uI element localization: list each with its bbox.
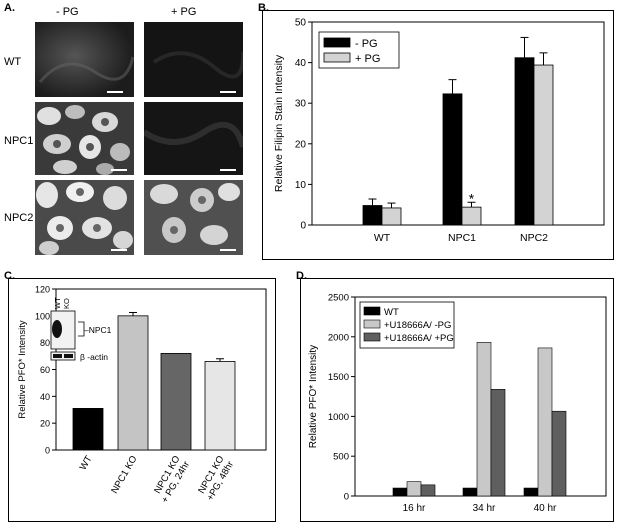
y-tick-label: 60 xyxy=(40,365,50,375)
inset-lane-label: KO xyxy=(62,298,71,309)
scale-bar xyxy=(220,91,236,93)
blot-band-npc1 xyxy=(52,320,62,338)
bar xyxy=(420,484,436,497)
micrograph-npc2-plus-pg xyxy=(144,180,243,255)
significance-marker: * xyxy=(469,190,475,206)
legend-label: + PG xyxy=(355,53,380,65)
micrograph-npc2-minus-pg xyxy=(35,180,134,255)
y-tick-label: 30 xyxy=(295,99,307,110)
micrograph-wt-minus-pg xyxy=(35,22,134,97)
y-axis-label: Relative Filipin Stain Intensity xyxy=(273,54,285,192)
panel-d-label: D. xyxy=(296,270,307,282)
inset-band-label: β -actin xyxy=(80,352,108,362)
bar xyxy=(392,487,408,497)
blot-lower xyxy=(50,351,76,361)
micrograph-npc1-plus-pg xyxy=(144,102,243,175)
legend-swatch xyxy=(323,52,351,63)
row-label-wt: WT xyxy=(4,56,22,68)
micrograph-wt-plus-pg xyxy=(144,22,243,97)
bar xyxy=(406,481,422,497)
chart-c: 0 20 40 60 80 100 120 Relative PFO* Intensity WT… xyxy=(8,278,276,522)
x-tick-label: 34 hr xyxy=(473,503,496,514)
y-tick-label: 100 xyxy=(35,311,50,321)
x-tick-label: 40 hr xyxy=(534,503,557,514)
x-tick-label: NPC1 KO+ PG, 24hr xyxy=(150,454,192,505)
chart-b: 0 10 20 30 40 50 Relative Filipin Stain Intens… xyxy=(262,10,614,260)
bar xyxy=(160,353,192,451)
y-tick-label: 0 xyxy=(344,492,349,503)
y-axis-label: Relative PFO* Intensity xyxy=(17,320,28,418)
scale-bar xyxy=(111,249,127,251)
x-tick-label: WT xyxy=(78,454,95,472)
bar xyxy=(537,347,553,497)
y-axis-label: Relative PFO* Intensity xyxy=(308,345,319,448)
legend-label: +U18666A/ +PG xyxy=(384,333,454,344)
micrograph-npc1-minus-pg xyxy=(35,102,134,175)
bar xyxy=(533,64,554,226)
y-tick-label: 40 xyxy=(40,392,50,402)
row-label-npc2: NPC2 xyxy=(4,212,34,224)
panel-frame xyxy=(8,278,276,522)
bar xyxy=(514,57,535,226)
blot-band-actin xyxy=(53,354,62,358)
scale-bar xyxy=(111,169,127,171)
legend-swatch xyxy=(363,306,381,316)
x-tick-label: NPC1 KO xyxy=(109,454,139,496)
legend-swatch xyxy=(323,37,351,48)
row-label-npc1: NPC1 xyxy=(4,135,34,147)
blot-band-actin xyxy=(64,354,73,358)
y-tick-label: 0 xyxy=(45,446,50,456)
x-tick-label: NPC2 xyxy=(520,232,548,244)
x-tick-label: NPC1 xyxy=(448,232,476,244)
scale-bar xyxy=(220,249,236,251)
legend-swatch xyxy=(363,332,381,342)
legend-label: +U18666A/ -PG xyxy=(384,320,451,331)
bar xyxy=(551,410,567,497)
y-tick-label: 500 xyxy=(333,452,349,463)
panel-c-label: C. xyxy=(4,270,15,282)
y-tick-label: 0 xyxy=(300,221,306,232)
col-label-minus-pg: - PG xyxy=(56,6,79,18)
panel-frame xyxy=(262,10,614,260)
bar xyxy=(204,361,236,451)
y-tick-label: 80 xyxy=(40,338,50,348)
bar xyxy=(117,315,149,451)
bar xyxy=(442,93,463,226)
x-tick-label: 16 hr xyxy=(403,503,426,514)
legend-label: - PG xyxy=(355,38,378,50)
panel-frame xyxy=(300,278,614,522)
y-tick-label: 10 xyxy=(295,180,307,191)
bar xyxy=(381,207,402,226)
legend-swatch xyxy=(363,319,381,329)
inset-band-label: –NPC1 xyxy=(84,325,112,335)
bar xyxy=(461,206,482,226)
y-tick-label: 50 xyxy=(295,18,307,29)
panel-b-label: B. xyxy=(258,2,269,14)
y-tick-label: 2500 xyxy=(328,293,349,304)
y-tick-label: 1500 xyxy=(328,372,349,383)
legend-label: WT xyxy=(384,307,399,318)
bar xyxy=(72,408,104,451)
bar xyxy=(462,487,478,497)
bracket xyxy=(78,321,85,337)
y-tick-label: 1000 xyxy=(328,412,349,423)
col-label-plus-pg: + PG xyxy=(171,6,197,18)
y-tick-label: 20 xyxy=(295,139,307,150)
scale-bar xyxy=(107,91,123,93)
bar xyxy=(362,205,383,226)
y-tick-label: 40 xyxy=(295,58,307,69)
bar xyxy=(523,487,539,497)
inset-lane-label: WT xyxy=(53,297,62,309)
panel-a-label: A. xyxy=(4,2,15,14)
x-tick-label: NPC1 KO+PG, 48hr xyxy=(195,454,236,503)
y-tick-label: 2000 xyxy=(328,332,349,343)
scale-bar xyxy=(220,169,236,171)
x-tick-label: WT xyxy=(374,232,391,244)
y-tick-label: 20 xyxy=(40,419,50,429)
y-tick-label: 120 xyxy=(35,285,50,295)
bar xyxy=(490,389,506,497)
bar xyxy=(476,342,492,497)
chart-d: 0 500 1000 1500 2000 2500 Relative PFO* Intens… xyxy=(300,278,614,522)
